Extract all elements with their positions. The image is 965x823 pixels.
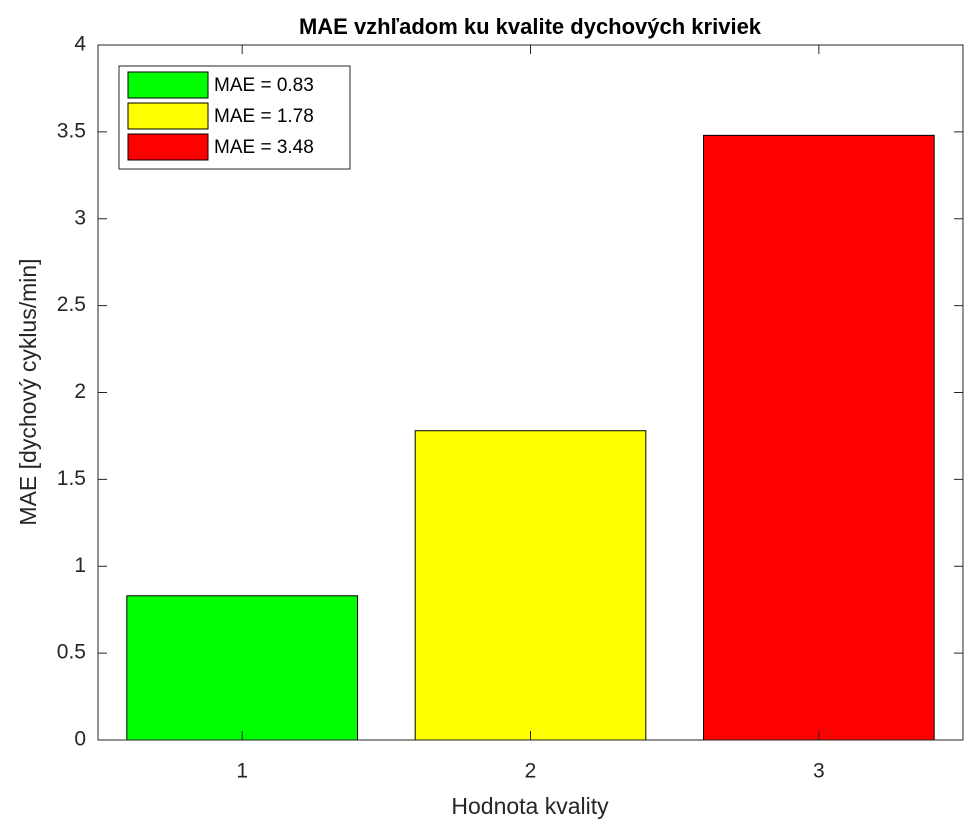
legend-swatch bbox=[127, 133, 209, 161]
y-tick-label: 1.5 bbox=[57, 467, 86, 490]
y-tick-label: 3 bbox=[74, 206, 86, 229]
legend-label: MAE = 0.83 bbox=[214, 75, 314, 96]
y-tick-label: 2.5 bbox=[57, 293, 86, 316]
legend-label: MAE = 1.78 bbox=[214, 106, 314, 127]
y-tick-label: 0 bbox=[74, 728, 86, 751]
y-tick-label: 0.5 bbox=[57, 641, 86, 664]
bar bbox=[126, 595, 359, 741]
y-tick-label: 3.5 bbox=[57, 119, 86, 142]
bar bbox=[414, 430, 647, 741]
x-axis-label: Hodnota kvality bbox=[451, 793, 609, 819]
chart-title: MAE vzhľadom ku kvalite dychových krivie… bbox=[299, 14, 762, 39]
bar bbox=[703, 134, 935, 741]
legend-swatch bbox=[127, 102, 209, 130]
legend-swatch bbox=[127, 71, 209, 99]
y-tick-label: 4 bbox=[74, 33, 86, 56]
x-tick-label: 3 bbox=[813, 760, 825, 783]
x-tick-label: 1 bbox=[236, 760, 248, 783]
legend-label: MAE = 3.48 bbox=[214, 137, 314, 158]
x-tick-label: 2 bbox=[525, 760, 537, 783]
y-tick-label: 2 bbox=[74, 380, 86, 403]
y-tick-label: 1 bbox=[74, 554, 86, 577]
y-axis-label: MAE [dychový cyklus/min] bbox=[15, 258, 41, 525]
